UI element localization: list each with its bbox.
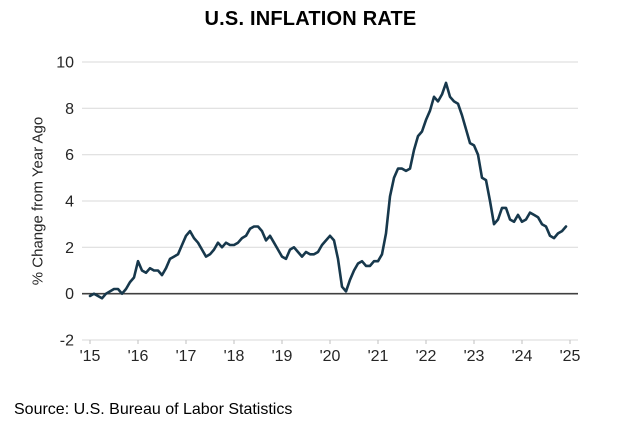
x-tick-label: '21: [368, 348, 389, 365]
y-tick-label: 4: [65, 194, 74, 211]
y-tick-label: 0: [65, 286, 74, 303]
x-tick-label: '20: [320, 348, 341, 365]
x-tick-label: '17: [176, 348, 197, 365]
x-tick-label: '15: [80, 348, 101, 365]
x-tick-label: '18: [224, 348, 245, 365]
y-tick-label: 2: [65, 240, 74, 257]
inflation-line-series: [88, 81, 568, 300]
x-tick-label: '25: [560, 348, 581, 365]
chart-title: U.S. INFLATION RATE: [204, 8, 417, 30]
y-tick-label: 8: [65, 101, 74, 118]
x-tick-label: '19: [272, 348, 293, 365]
x-tick-label: '22: [416, 348, 437, 365]
x-tick-label: '23: [464, 348, 485, 365]
x-tick-label: '24: [512, 348, 533, 365]
x-tick-label: '16: [128, 348, 149, 365]
source-note: Source: U.S. Bureau of Labor Statistics: [14, 401, 293, 418]
y-tick-label: 10: [56, 55, 74, 72]
y-tick-label: -2: [60, 333, 74, 350]
y-tick-label: 6: [65, 147, 74, 164]
